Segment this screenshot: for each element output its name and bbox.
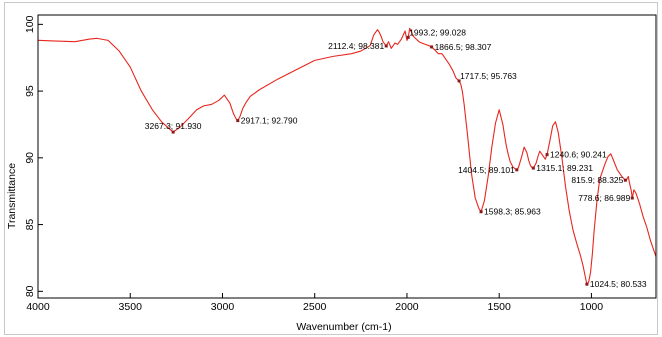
y-tick-label: 90	[24, 152, 36, 164]
peak-marker	[531, 166, 535, 170]
peak-label: 1404.5; 89.101	[458, 165, 515, 175]
outer-border	[4, 2, 658, 335]
peak-marker	[236, 119, 240, 123]
peak-label: 1240.6; 90.241	[550, 150, 607, 160]
peak-marker	[515, 168, 519, 172]
peak-label: 3267.3; 91.930	[145, 121, 202, 131]
x-tick-label: 3500	[119, 301, 143, 313]
peak-marker	[545, 153, 549, 157]
peak-label: 815.9; 88.325	[571, 175, 623, 185]
axes: 4000 3500 3000 2500 2000 1500 1000 80 85 90 95 100	[24, 14, 657, 313]
y-tick-label: 100	[24, 15, 36, 33]
y-tick-label: 95	[24, 85, 36, 97]
peak-label: 778.6; 86.989	[578, 193, 630, 203]
peak-marker	[430, 45, 434, 49]
peak-label: 1598.3; 85.963	[484, 207, 541, 217]
peak-marker	[457, 79, 461, 83]
x-tick-label: 1500	[488, 301, 512, 313]
peak-label: 2112.4; 98.381	[328, 41, 384, 51]
peak-marker	[384, 44, 388, 48]
x-tick-label: 3000	[211, 301, 235, 313]
x-axis-title: Wavenumber (cm-1)	[296, 321, 391, 333]
plot-frame	[37, 14, 657, 299]
y-tick-label: 80	[24, 285, 36, 297]
x-tick-label: 1000	[580, 301, 604, 313]
x-tick-label: 2500	[303, 301, 327, 313]
peak-marker	[585, 282, 589, 286]
peak-label: 1024.5; 80.533	[590, 279, 647, 289]
y-axis-title: Transmittance	[6, 163, 18, 229]
peak-marker	[479, 210, 483, 214]
peak-marker	[171, 130, 175, 134]
y-tick-label: 85	[24, 219, 36, 231]
plot-area: 3267.3; 91.930 2917.1; 92.790 2112.4; 98.3…	[37, 27, 657, 289]
peak-label: 1315.1; 89.231	[536, 163, 593, 173]
peak-marker	[406, 35, 410, 39]
spectrum-line	[37, 27, 657, 285]
peak-label: 1993.2; 99.028	[409, 27, 466, 37]
peak-label: 1717.5; 95.763	[460, 71, 517, 81]
x-tick-label: 4000	[26, 301, 50, 313]
peak-label: 1866.5; 98.307	[435, 42, 492, 52]
x-tick-label: 2000	[395, 301, 419, 313]
peak-marker	[623, 178, 627, 182]
peak-label: 2917.1; 92.790	[241, 116, 298, 126]
peak-marker	[630, 196, 634, 200]
